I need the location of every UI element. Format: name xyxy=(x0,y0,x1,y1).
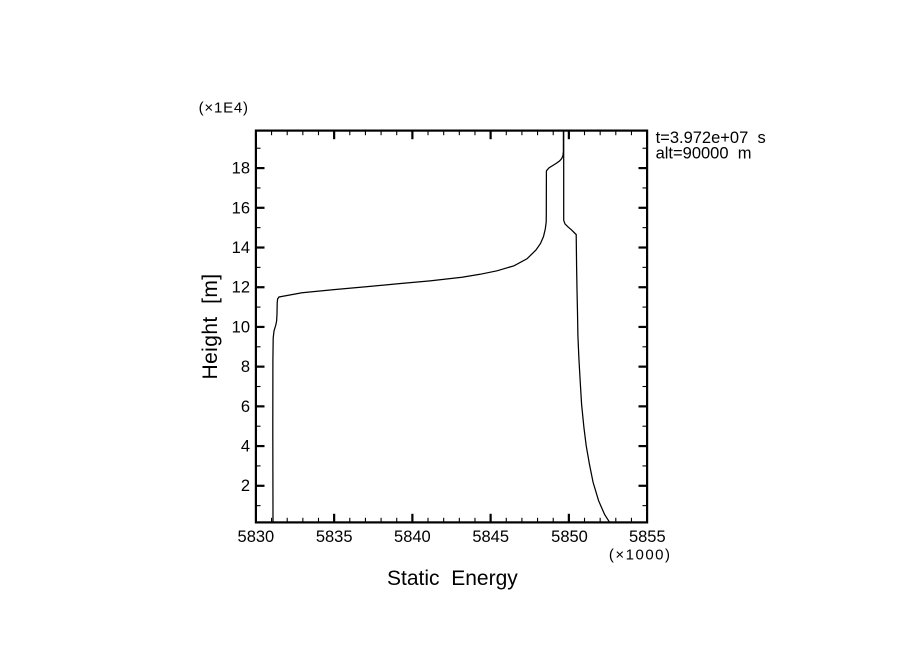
svg-text:12: 12 xyxy=(232,279,250,297)
svg-text:(×1000): (×1000) xyxy=(609,547,672,564)
svg-text:5855: 5855 xyxy=(629,528,666,546)
svg-text:Static Energy: Static Energy xyxy=(387,567,518,590)
svg-text:Height [m]: Height [m] xyxy=(199,274,222,380)
svg-text:5830: 5830 xyxy=(238,528,275,546)
svg-text:t=3.972e+07 s: t=3.972e+07 s xyxy=(656,129,766,147)
svg-text:8: 8 xyxy=(241,358,250,376)
svg-text:5850: 5850 xyxy=(551,528,588,546)
svg-text:5845: 5845 xyxy=(472,528,509,546)
svg-text:4: 4 xyxy=(241,438,250,456)
svg-text:5835: 5835 xyxy=(316,528,353,546)
svg-text:alt=90000 m: alt=90000 m xyxy=(656,145,752,163)
svg-text:16: 16 xyxy=(232,199,250,217)
svg-text:2: 2 xyxy=(241,477,250,495)
svg-text:6: 6 xyxy=(241,398,250,416)
svg-text:14: 14 xyxy=(232,239,250,257)
svg-text:10: 10 xyxy=(232,318,250,336)
svg-text:(×1E4): (×1E4) xyxy=(199,100,249,117)
svg-text:18: 18 xyxy=(232,160,250,178)
svg-text:5840: 5840 xyxy=(394,528,431,546)
